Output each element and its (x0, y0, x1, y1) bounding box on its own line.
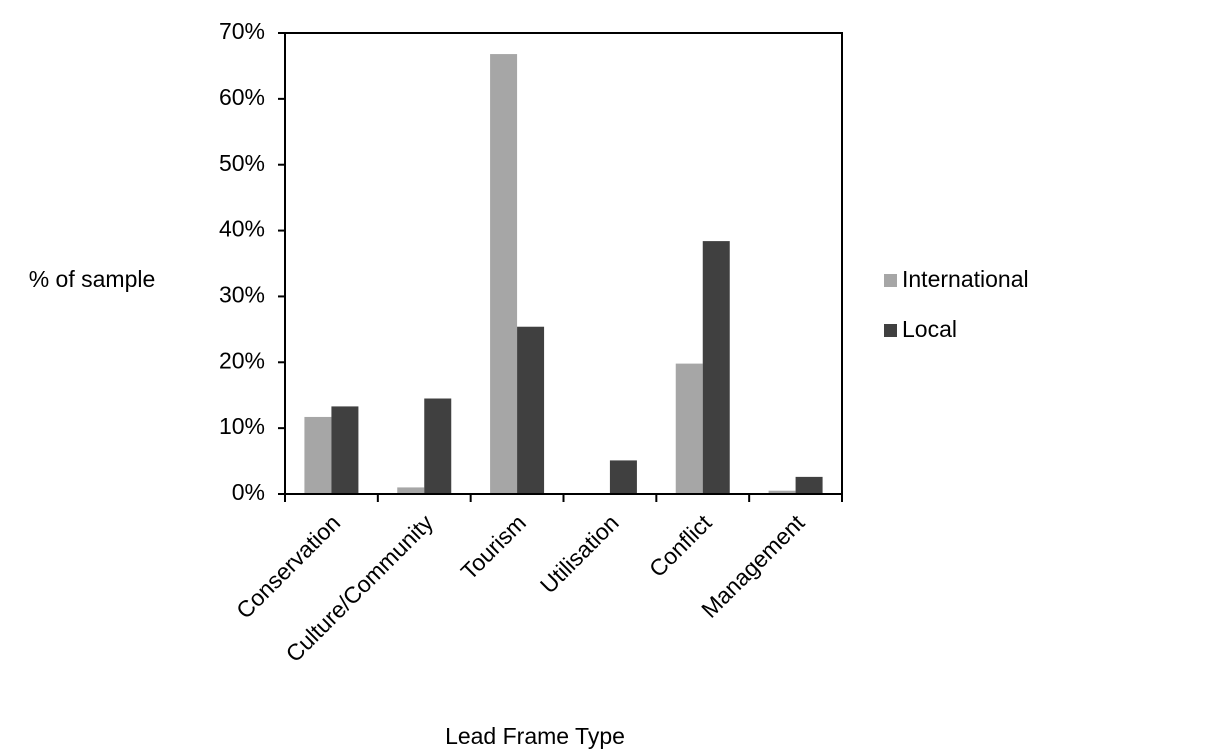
bar (768, 490, 796, 494)
bar (304, 416, 332, 494)
y-tick-label: 40% (219, 216, 265, 242)
x-tick-label: Tourism (456, 509, 531, 584)
legend-swatch (884, 274, 897, 287)
legend-label: Local (902, 316, 957, 342)
y-tick-label: 0% (232, 479, 265, 505)
bar (795, 476, 823, 494)
y-tick-label: 50% (219, 150, 265, 176)
y-tick-label: 70% (219, 18, 265, 44)
plot-frame (284, 32, 843, 495)
x-tick-label: Conflict (644, 509, 717, 582)
y-tick-label: 20% (219, 347, 265, 373)
bar (397, 487, 425, 494)
bar (424, 398, 452, 494)
y-tick-label: 30% (219, 282, 265, 308)
bar (702, 241, 730, 494)
bar (517, 326, 545, 494)
bar (609, 460, 637, 494)
bar (490, 54, 518, 495)
x-tick-label: Utilisation (535, 509, 624, 598)
y-tick-label: 60% (219, 84, 265, 110)
y-axis-label: % of sample (29, 266, 156, 292)
bar (675, 363, 703, 494)
legend-swatch (884, 324, 897, 337)
y-tick-label: 10% (219, 413, 265, 439)
x-axis-label: Lead Frame Type (445, 723, 625, 749)
legend-label: International (902, 266, 1029, 292)
bar (331, 406, 359, 494)
